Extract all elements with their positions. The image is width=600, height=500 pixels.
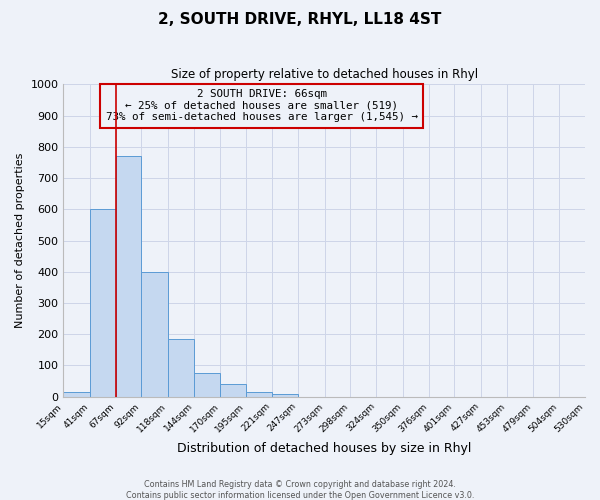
Text: Contains HM Land Registry data © Crown copyright and database right 2024.
Contai: Contains HM Land Registry data © Crown c… (126, 480, 474, 500)
Y-axis label: Number of detached properties: Number of detached properties (15, 153, 25, 328)
Bar (272, 394, 298, 396)
Title: Size of property relative to detached houses in Rhyl: Size of property relative to detached ho… (170, 68, 478, 80)
Bar (194, 374, 220, 396)
Bar (90, 210, 116, 396)
Bar (246, 392, 272, 396)
Bar (142, 272, 168, 396)
Text: 2, SOUTH DRIVE, RHYL, LL18 4ST: 2, SOUTH DRIVE, RHYL, LL18 4ST (158, 12, 442, 28)
Bar (220, 384, 246, 396)
Bar (64, 392, 90, 396)
Text: 2 SOUTH DRIVE: 66sqm
← 25% of detached houses are smaller (519)
73% of semi-deta: 2 SOUTH DRIVE: 66sqm ← 25% of detached h… (106, 89, 418, 122)
Bar (116, 156, 142, 396)
Bar (168, 339, 194, 396)
X-axis label: Distribution of detached houses by size in Rhyl: Distribution of detached houses by size … (177, 442, 472, 455)
